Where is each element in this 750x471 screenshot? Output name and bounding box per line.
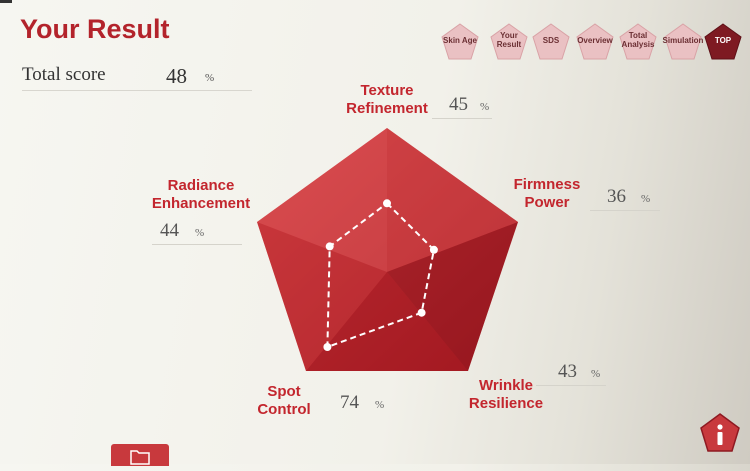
nav-label: Skin Age <box>443 36 477 45</box>
radar-point <box>429 245 438 254</box>
radar-point <box>417 308 426 317</box>
axis-label-radiance: Radiance Enhancement <box>151 177 251 212</box>
page-title: Your Result <box>20 14 170 44</box>
folder-button[interactable] <box>111 444 169 466</box>
underline <box>152 244 242 245</box>
axis-unit-texture: % <box>480 101 490 113</box>
radar-point <box>323 343 332 351</box>
total-score-value: 48 <box>166 64 187 88</box>
pentagon-nav-icon <box>619 23 657 60</box>
axis-unit-firmness: % <box>641 193 651 205</box>
nav-top[interactable]: TOP <box>703 22 743 62</box>
axis-label-firmness: Firmness Power <box>513 176 581 211</box>
window-edge-marker <box>0 0 12 3</box>
nav-simulation[interactable]: Simulation <box>663 22 703 62</box>
nav-label: Simulation <box>662 36 704 45</box>
info-icon <box>700 413 740 452</box>
total-score-row: Total score 48 % <box>22 64 252 91</box>
total-score-unit: % <box>205 72 215 84</box>
axis-label-texture: Texture Refinement <box>346 82 428 117</box>
radar-facets <box>257 128 518 371</box>
underline <box>590 210 660 211</box>
axis-value-texture: 45 <box>449 94 468 115</box>
nav-label: Your Result <box>496 31 522 49</box>
nav-label: Overview <box>577 36 613 45</box>
radar-data-points <box>323 199 438 351</box>
pentagon-nav-icon <box>664 23 702 60</box>
axis-label-wrinkle: Wrinkle Resilience <box>468 377 544 412</box>
nav-total-analysis[interactable]: Total Analysis <box>618 22 658 62</box>
nav-skin-age[interactable]: Skin Age <box>440 22 480 62</box>
radar-data-polygon <box>326 201 435 349</box>
folder-icon <box>130 450 150 465</box>
pentagon-nav-icon <box>532 23 570 60</box>
info-button[interactable] <box>699 412 741 454</box>
nav-label: SDS <box>542 36 560 45</box>
underline <box>536 385 606 386</box>
nav-sds[interactable]: SDS <box>531 22 571 62</box>
axis-value-wrinkle: 43 <box>558 361 577 382</box>
nav-overview[interactable]: Overview <box>575 22 615 62</box>
total-score-label: Total score <box>22 64 106 85</box>
pentagon-nav-icon <box>441 23 479 60</box>
radar-point <box>383 199 391 208</box>
underline <box>432 118 492 119</box>
radar-point <box>325 242 334 251</box>
radar-background <box>257 128 518 371</box>
axis-value-spot: 74 <box>340 392 359 413</box>
pentagon-nav-icon <box>490 23 528 60</box>
axis-label-spot: Spot Control <box>257 383 311 418</box>
axis-unit-radiance: % <box>195 227 205 239</box>
nav-label: Total Analysis <box>621 31 655 49</box>
axis-value-radiance: 44 <box>160 220 179 241</box>
axis-unit-wrinkle: % <box>591 368 601 380</box>
nav-your-result[interactable]: Your Result <box>489 22 529 62</box>
pentagon-nav-icon <box>704 23 742 60</box>
pentagon-nav-icon <box>576 23 614 60</box>
axis-value-firmness: 36 <box>607 186 626 207</box>
axis-unit-spot: % <box>375 399 385 411</box>
nav-label: TOP <box>714 36 732 45</box>
